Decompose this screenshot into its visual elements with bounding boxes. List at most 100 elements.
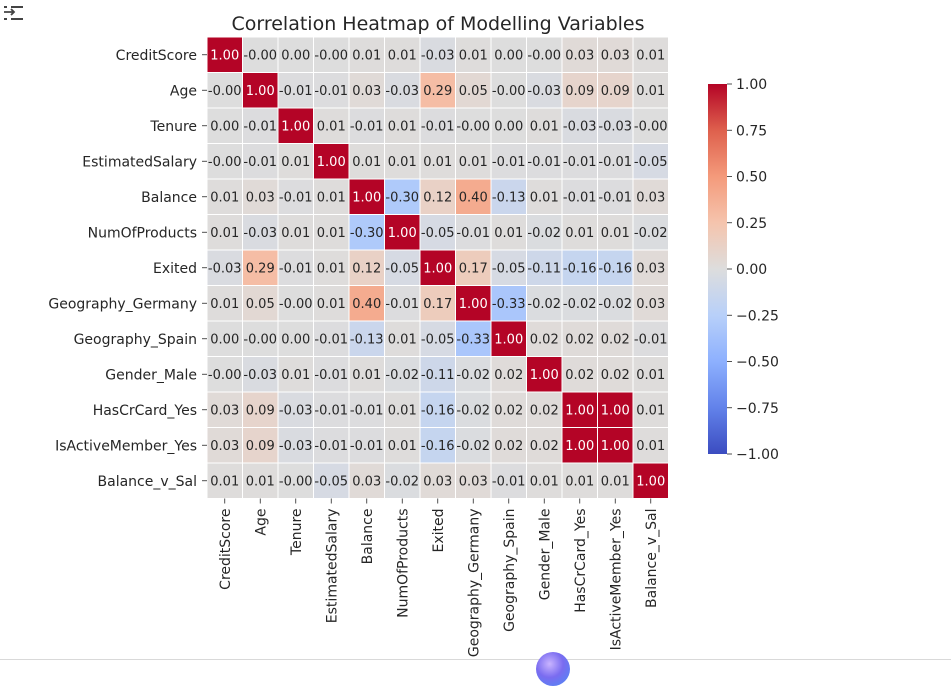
cell-annotation: 0.09 (565, 84, 594, 99)
cell-annotation: -0.02 (456, 439, 490, 454)
cell-annotation: -0.00 (314, 48, 348, 63)
cell-annotation: 0.03 (352, 84, 381, 99)
row-label: Tenure (149, 119, 197, 135)
colorbar: 1.00 0.75 0.50 0.25 0.00 −0.25 −0.50 −0.75 −1.00 (708, 77, 779, 463)
heatmap-cell (632, 320, 669, 357)
column-label: Age (253, 509, 269, 536)
cell-annotation: 0.02 (565, 368, 594, 383)
cell-annotation: 0.01 (601, 226, 630, 241)
heatmap-cell (632, 462, 669, 499)
cell-annotation: -0.01 (243, 119, 277, 134)
heatmap-cell (597, 249, 634, 286)
cell-annotation: 0.00 (494, 48, 523, 63)
colorbar-tick-label: 1.00 (736, 77, 767, 93)
cell-annotation: 1.00 (565, 403, 594, 418)
cell-annotation: -0.02 (527, 226, 561, 241)
cell-annotation: -0.03 (527, 84, 561, 99)
cell-annotation: 0.01 (281, 368, 310, 383)
heatmap-cells (206, 36, 669, 499)
cell-annotation: 0.01 (636, 368, 665, 383)
cell-annotation: 0.03 (423, 474, 452, 489)
cell-annotation: 0.01 (388, 403, 417, 418)
cell-annotation: -0.03 (421, 48, 455, 63)
heatmap-cell (384, 36, 421, 73)
cell-annotation: 0.02 (565, 332, 594, 347)
heatmap-cell (348, 214, 385, 251)
heatmap-cell (455, 427, 492, 464)
output-collapse-icon[interactable] (3, 3, 25, 23)
heatmap-cell (348, 462, 385, 499)
cell-annotation: -0.00 (208, 368, 242, 383)
cell-annotation: 0.01 (530, 474, 559, 489)
cell-annotation: 0.03 (210, 439, 239, 454)
heatmap-cell (242, 214, 279, 251)
cell-annotation: 0.03 (210, 403, 239, 418)
heatmap-cell (561, 249, 598, 286)
heatmap-cell (419, 427, 456, 464)
assistant-orb-icon[interactable] (536, 652, 570, 686)
cell-annotation: -0.00 (279, 297, 313, 312)
heatmap-cell (242, 178, 279, 215)
heatmap-cell (348, 427, 385, 464)
cell-annotation: 1.00 (636, 474, 665, 489)
cell-annotation: -0.00 (243, 48, 277, 63)
heatmap-cell (490, 143, 527, 180)
cell-annotation: 0.01 (388, 332, 417, 347)
cell-annotation: 0.03 (565, 48, 594, 63)
heatmap-cell (490, 391, 527, 428)
cell-annotation: -0.02 (563, 297, 597, 312)
cell-annotation: 0.01 (494, 226, 523, 241)
heatmap-cell (384, 214, 421, 251)
heatmap-cell (206, 249, 243, 286)
heatmap-cell (206, 214, 243, 251)
cell-annotation: 0.01 (352, 368, 381, 383)
cell-annotation: 0.01 (352, 48, 381, 63)
heatmap-cell (597, 285, 634, 322)
heatmap-cell (455, 320, 492, 357)
cell-annotation: 0.05 (459, 84, 488, 99)
correlation-heatmap-chart: Correlation Heatmap of Modelling Variabl… (48, 13, 779, 657)
cell-annotation: -0.13 (350, 332, 384, 347)
cell-annotation: 0.01 (281, 226, 310, 241)
cell-annotation: 0.01 (317, 261, 346, 276)
cell-annotation: -0.01 (492, 155, 526, 170)
heatmap-cell (597, 356, 634, 393)
cell-annotation: -0.13 (492, 190, 526, 205)
cell-annotation: 0.17 (423, 297, 452, 312)
cell-annotation: -0.03 (208, 261, 242, 276)
heatmap-cell (242, 107, 279, 144)
cell-annotation: -0.00 (492, 84, 526, 99)
cell-annotation: -0.01 (563, 190, 597, 205)
row-label: Balance (141, 190, 197, 206)
cell-annotation: -0.16 (563, 261, 597, 276)
cell-annotation: -0.02 (456, 403, 490, 418)
cell-annotation: -0.05 (314, 474, 348, 489)
cell-annotation: 1.00 (565, 439, 594, 454)
cell-annotation: -0.16 (421, 439, 455, 454)
cell-annotation: -0.01 (314, 368, 348, 383)
row-label: CreditScore (116, 48, 197, 64)
cell-annotation: 0.01 (565, 474, 594, 489)
heatmap-cell (313, 391, 350, 428)
cell-annotation: 0.02 (601, 332, 630, 347)
colorbar-tick-label: 0.00 (736, 262, 767, 278)
heatmap-cell (455, 391, 492, 428)
heatmap-cell (561, 356, 598, 393)
heatmap-cell (277, 36, 314, 73)
cell-annotation: -0.03 (385, 84, 419, 99)
heatmap-cell (632, 427, 669, 464)
column-label: Exited (431, 509, 447, 553)
heatmap-cell (348, 143, 385, 180)
cell-annotation: 0.02 (530, 332, 559, 347)
cell-annotation: 1.00 (494, 332, 523, 347)
heatmap-cell (490, 285, 527, 322)
cell-annotation: 0.01 (210, 297, 239, 312)
cell-annotation: -0.16 (598, 261, 632, 276)
heatmap-cell (561, 178, 598, 215)
heatmap-cell (632, 249, 669, 286)
heatmap-cell (526, 356, 563, 393)
heatmap-cell (490, 72, 527, 109)
cell-annotation: -0.01 (385, 297, 419, 312)
cell-annotation: -0.03 (563, 119, 597, 134)
heatmap-cell (561, 72, 598, 109)
